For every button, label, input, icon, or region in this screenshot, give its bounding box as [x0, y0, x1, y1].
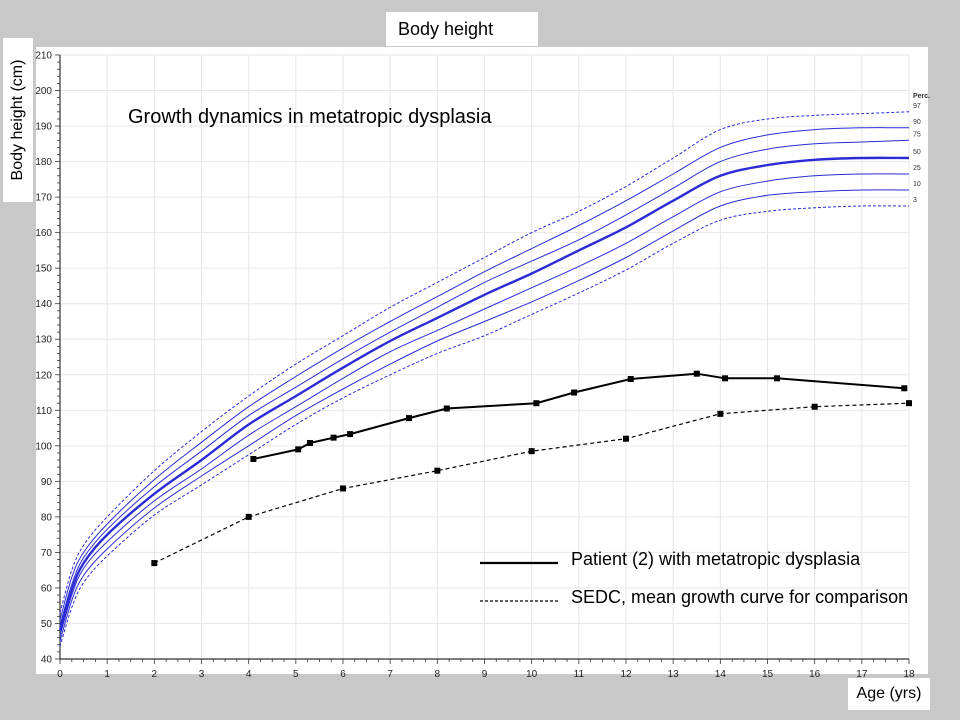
data-point-series-1	[151, 560, 158, 567]
chart-subtitle: Growth dynamics in metatropic dysplasia	[128, 106, 492, 128]
series-line-0	[253, 372, 905, 460]
y-tick-label: 160	[35, 228, 52, 239]
y-tick-label: 90	[41, 477, 53, 488]
percentile-label-3: 3	[913, 197, 917, 204]
y-axis-label: Body height (cm)	[9, 59, 26, 181]
chart-title-text: Body height	[398, 19, 494, 39]
data-point-series-1	[434, 467, 441, 474]
x-tick-label: 8	[435, 669, 441, 680]
data-point-series-0	[295, 446, 302, 453]
x-tick-label: 16	[809, 669, 821, 680]
percentile-curve-3	[59, 205, 910, 647]
x-axis-label: Age (yrs)	[848, 678, 930, 710]
data-point-series-1	[811, 403, 818, 410]
data-point-series-0	[443, 405, 450, 412]
data-point-series-1	[245, 513, 252, 520]
y-tick-label: 50	[41, 619, 53, 630]
data-point-series-1	[906, 400, 912, 407]
x-tick-label: 13	[668, 669, 680, 680]
x-tick-label: 17	[856, 669, 868, 680]
legend: Patient (2) with metatropic dysplasia SE…	[480, 549, 908, 607]
x-tick-label: 0	[57, 669, 63, 680]
data-point-series-0	[722, 375, 729, 382]
y-tick-label: 170	[35, 193, 52, 204]
x-tick-label: 11	[574, 669, 585, 680]
x-tick-label: 4	[246, 669, 252, 680]
y-tick-label: 70	[41, 548, 53, 559]
data-point-series-1	[717, 410, 724, 417]
x-tick-label: 9	[482, 669, 488, 680]
x-tick-label: 18	[903, 669, 915, 680]
y-tick-label: 100	[35, 441, 52, 452]
data-point-series-0	[347, 431, 354, 438]
x-tick-label: 15	[762, 669, 774, 680]
percentile-curve-10	[59, 189, 910, 642]
data-point-series-0	[250, 455, 257, 462]
x-tick-label: 1	[104, 669, 110, 680]
data-point-series-0	[901, 385, 908, 392]
y-tick-label: 120	[35, 370, 52, 381]
data-point-series-0	[693, 370, 700, 377]
data-point-series-1	[623, 435, 629, 442]
legend-sedc-label: SEDC, mean growth curve for comparison	[571, 587, 908, 607]
percentile-header: Perc.	[913, 93, 930, 100]
y-tick-label: 60	[41, 583, 53, 594]
y-tick-label: 190	[35, 122, 52, 133]
percentile-label-90: 90	[913, 119, 921, 126]
percentile-curve-50	[58, 156, 910, 631]
y-tick-label: 130	[35, 335, 52, 346]
x-tick-label: 5	[293, 669, 299, 680]
plot-area	[36, 47, 928, 674]
y-axis-label-box: Body height (cm)	[3, 38, 33, 202]
x-tick-label: 2	[152, 669, 158, 680]
y-tick-label: 180	[35, 157, 52, 168]
percentile-curve-97	[59, 111, 910, 613]
data-point-series-1	[340, 485, 346, 492]
percentile-curve-90	[59, 127, 910, 621]
chart-title: Body height	[386, 12, 538, 46]
y-tick-label: 210	[35, 51, 52, 62]
percentile-curve-25	[59, 173, 910, 637]
x-tick-label: 14	[715, 669, 727, 680]
data-point-series-1	[528, 448, 535, 455]
y-tick-label: 40	[41, 655, 53, 666]
data-point-series-0	[306, 439, 313, 446]
y-tick-label: 110	[36, 406, 52, 417]
x-tick-label: 6	[340, 669, 346, 680]
series-lines	[151, 370, 912, 567]
percentile-label-97: 97	[913, 103, 921, 110]
y-tick-label: 200	[35, 86, 52, 97]
data-point-series-0	[406, 415, 413, 422]
data-point-series-0	[571, 389, 578, 396]
percentile-label-50: 50	[913, 149, 921, 156]
data-point-series-0	[627, 376, 634, 383]
x-tick-label: 12	[620, 669, 632, 680]
grid	[59, 54, 910, 660]
percentile-label-75: 75	[913, 131, 921, 138]
legend-patient-label: Patient (2) with metatropic dysplasia	[571, 549, 861, 569]
data-point-series-0	[330, 434, 337, 441]
axes: 4050607080901001101201301401501601701801…	[35, 51, 915, 681]
y-tick-label: 140	[35, 299, 52, 310]
percentile-curves: 97 90 75 50 25 10 3 Perc.	[58, 93, 930, 647]
x-tick-label: 3	[199, 669, 205, 680]
percentile-label-25: 25	[913, 165, 921, 172]
data-point-series-0	[773, 375, 780, 382]
y-tick-label: 150	[35, 264, 52, 275]
y-tick-label: 80	[41, 512, 53, 523]
x-tick-label: 7	[387, 669, 393, 680]
percentile-curve-75	[59, 139, 910, 626]
percentile-label-10: 10	[913, 181, 921, 188]
x-tick-label: 10	[526, 669, 538, 680]
data-point-series-0	[533, 400, 540, 407]
